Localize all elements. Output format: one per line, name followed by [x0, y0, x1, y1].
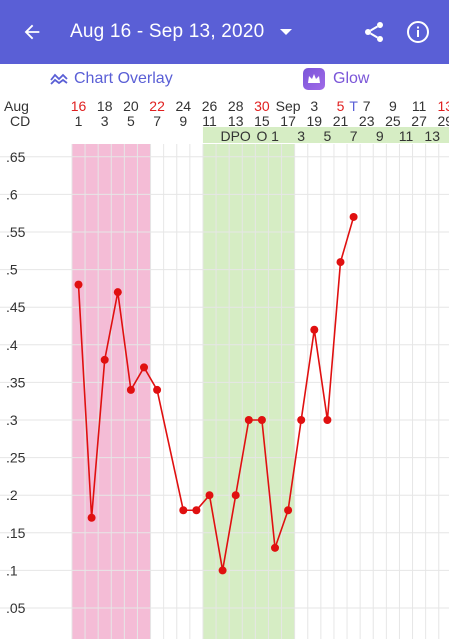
temperature-point [100, 355, 109, 364]
cycle-day-label: 25 [385, 113, 401, 129]
arrow-left-icon [24, 24, 40, 40]
share-button[interactable] [356, 14, 392, 50]
y-tick-label: .3 [6, 412, 18, 428]
crown-icon [303, 68, 325, 90]
dpo-value: 1 [271, 128, 279, 144]
date-label: 9 [389, 98, 397, 114]
date-label: 3 [310, 98, 318, 114]
temperature-point [140, 363, 148, 372]
cycle-day-label: 7 [153, 113, 161, 129]
temperature-point [205, 491, 214, 500]
test-marker: T [349, 98, 358, 114]
dpo-value: 9 [376, 128, 384, 144]
y-tick-label: .2 [6, 487, 18, 503]
y-tick-label: .65 [6, 149, 26, 165]
cycle-day-label: 15 [254, 113, 270, 129]
date-label: 22 [149, 98, 165, 114]
y-tick-label: .45 [6, 299, 26, 315]
dpo-value: 11 [399, 128, 414, 144]
temperature-point [74, 280, 83, 289]
temperature-point [244, 416, 253, 424]
chart-overlay-icon [50, 73, 68, 85]
date-label: 18 [97, 98, 113, 114]
cycle-day-label: 9 [179, 113, 187, 129]
temperature-point [218, 566, 227, 575]
temperature-point [87, 513, 96, 522]
y-tick-label: .55 [6, 224, 26, 240]
date-label: 30 [254, 98, 270, 114]
temperature-point [113, 288, 122, 297]
temperature-point [336, 258, 345, 267]
temperature-point [153, 385, 162, 394]
date-label: 13 [438, 98, 449, 114]
temperature-point [284, 506, 293, 515]
y-tick-label: .35 [6, 374, 26, 390]
y-tick-label: .6 [6, 186, 18, 202]
y-tick-label: .15 [6, 525, 26, 541]
cycle-day-label: 1 [75, 113, 83, 129]
back-button[interactable] [12, 12, 52, 52]
cycle-day-label: 3 [101, 113, 109, 129]
y-tick-label: .4 [6, 337, 18, 353]
date-label: 26 [202, 98, 218, 114]
glow-button[interactable]: Glow [303, 68, 369, 90]
temperature-point [271, 543, 279, 552]
info-icon [407, 21, 429, 43]
ovulation-label: O [256, 128, 267, 144]
bbt-chart[interactable]: AugCD161183205227249261128133015Sep17319… [0, 96, 449, 639]
date-label: 24 [176, 98, 192, 114]
app-bar: Aug 16 - Sep 13, 2020 [0, 0, 449, 64]
glow-label: Glow [333, 70, 370, 87]
share-icon [365, 22, 383, 42]
date-label: 20 [123, 98, 139, 114]
cycle-day-label: 13 [228, 113, 244, 129]
y-tick-label: .25 [6, 450, 26, 466]
date-label: 28 [228, 98, 244, 114]
date-label: 11 [412, 98, 427, 114]
cycle-day-label: 5 [127, 113, 135, 129]
temperature-point [323, 416, 332, 424]
dpo-label: DPO [220, 128, 250, 144]
date-label: 5 [337, 98, 345, 114]
temperature-point [297, 416, 306, 424]
dpo-value: 3 [297, 128, 305, 144]
chevron-down-icon [280, 29, 293, 35]
dpo-value: 7 [350, 128, 358, 144]
y-tick-label: .05 [6, 600, 26, 616]
temperature-point [192, 506, 201, 515]
cycle-day-label: 21 [333, 113, 349, 129]
chart-overlay-label: Chart Overlay [74, 70, 173, 87]
cycle-day-label: 29 [438, 113, 449, 129]
temperature-point [257, 416, 266, 424]
cycle-day-label: 23 [359, 113, 375, 129]
dpo-value: 5 [324, 128, 332, 144]
date-range-title: Aug 16 - Sep 13, 2020 [70, 21, 265, 42]
chart-toolbar: Chart Overlay Glow [0, 64, 449, 96]
dpo-row-band [202, 127, 449, 143]
temperature-point [349, 212, 358, 221]
temperature-point [126, 385, 135, 394]
date-label: 7 [363, 98, 371, 114]
temperature-point [231, 491, 240, 500]
cd-label: CD [10, 113, 30, 129]
month-label: Aug [4, 98, 29, 114]
date-range-dropdown[interactable]: Aug 16 - Sep 13, 2020 [70, 21, 293, 43]
y-tick-label: .5 [6, 262, 18, 278]
date-label: Sep [276, 98, 301, 114]
info-button[interactable] [400, 14, 436, 50]
cycle-day-label: 17 [280, 113, 296, 129]
cycle-day-label: 19 [307, 113, 323, 129]
fertile-band [202, 144, 295, 639]
temperature-point [310, 325, 319, 334]
cycle-day-label: 11 [202, 113, 217, 129]
temperature-point [179, 506, 188, 515]
chart-overlay-button[interactable]: Chart Overlay [50, 70, 173, 88]
y-tick-label: .1 [6, 562, 18, 578]
dpo-value: 13 [424, 128, 440, 144]
cycle-day-label: 27 [411, 113, 427, 129]
date-label: 16 [71, 98, 87, 114]
